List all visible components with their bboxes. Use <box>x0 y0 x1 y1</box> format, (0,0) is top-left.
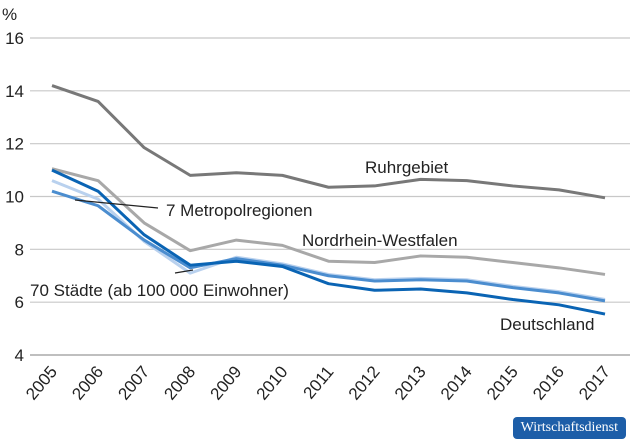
y-tick-label: 14 <box>5 82 24 101</box>
y-tick-label: 12 <box>5 135 24 154</box>
x-tick-label: 2008 <box>160 362 199 403</box>
x-tick-label: 2014 <box>437 362 476 403</box>
label-ruhrgebiet: Ruhrgebiet <box>365 158 448 177</box>
label-metropolregionen: 7 Metropolregionen <box>166 201 312 220</box>
y-tick-label: 4 <box>15 346 24 365</box>
label-deutschland: Deutschland <box>500 315 595 334</box>
y-tick-label: 8 <box>15 240 24 259</box>
x-tick-label: 2010 <box>253 362 292 403</box>
x-tick-label: 2015 <box>483 362 522 403</box>
series-line <box>51 168 606 316</box>
y-axis-label: % <box>2 5 17 24</box>
y-tick-label: 10 <box>5 188 24 207</box>
x-tick-label: 2009 <box>207 362 246 403</box>
series-line <box>51 167 606 276</box>
x-tick-label: 2013 <box>391 362 430 403</box>
y-tick-label: 6 <box>15 293 24 312</box>
label-70-staedte: 70 Städte (ab 100 000 Einwohner) <box>30 281 289 300</box>
x-tick-label: 2005 <box>22 362 61 403</box>
x-tick-label: 2006 <box>68 362 107 403</box>
x-tick-label: 2017 <box>575 362 614 403</box>
leader-line <box>74 199 159 209</box>
series-line <box>51 84 606 200</box>
x-tick-label: 2007 <box>114 362 153 403</box>
leader-line <box>174 269 194 274</box>
x-tick-label: 2016 <box>529 362 568 403</box>
y-tick-label: 16 <box>5 29 24 48</box>
label-nrw: Nordrhein-Westfalen <box>302 231 458 250</box>
series-line <box>51 189 606 303</box>
x-tick-label: 2011 <box>300 362 338 402</box>
x-tick-label: 2012 <box>345 362 384 403</box>
logo: Wirtschaftsdienst <box>512 417 626 439</box>
